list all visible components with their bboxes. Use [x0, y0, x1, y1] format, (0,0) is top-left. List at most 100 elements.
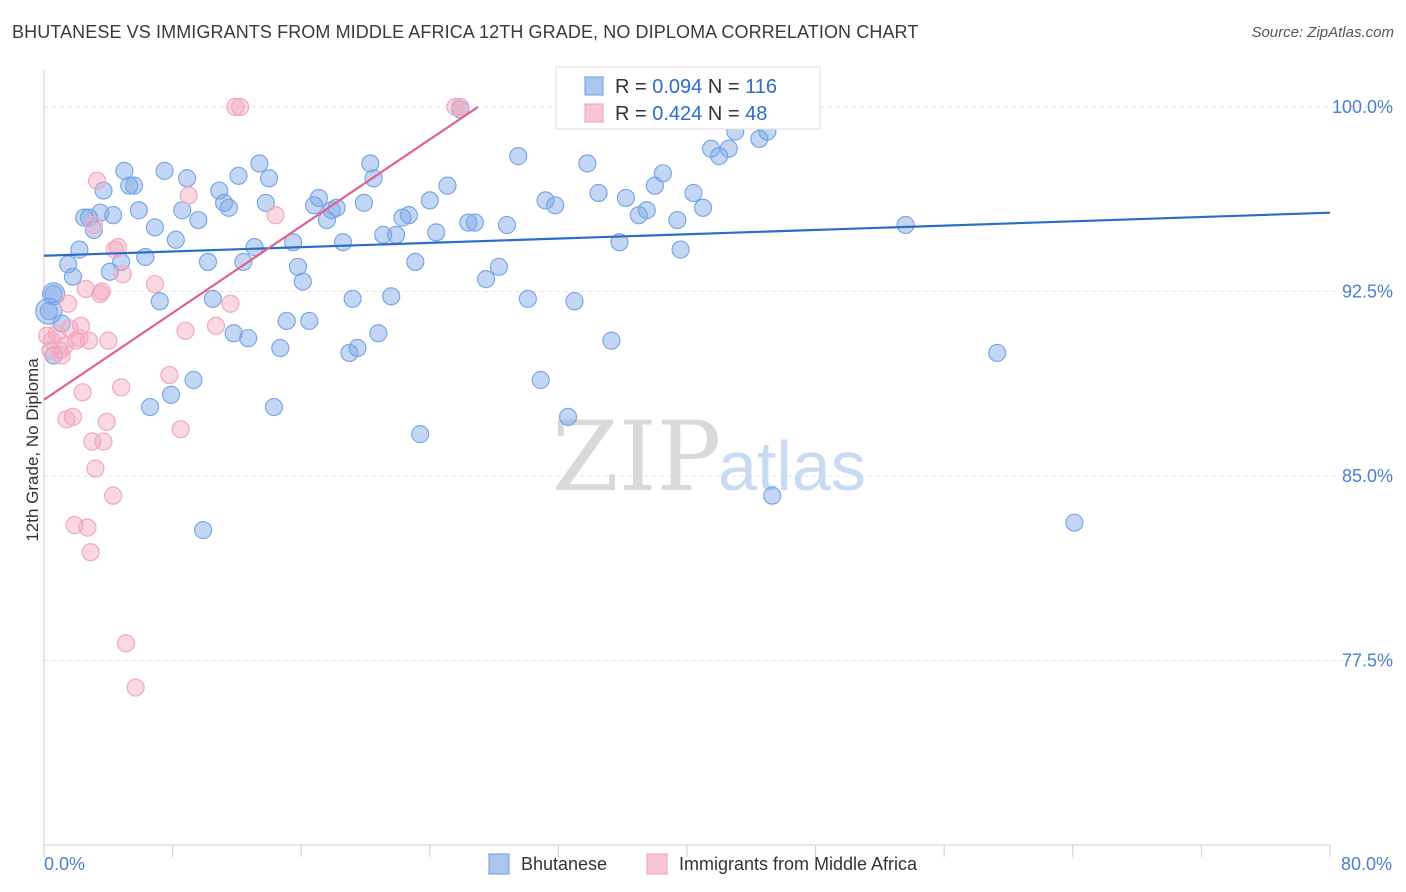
stat-r-label: R =: [615, 103, 652, 125]
data-point: [653, 164, 672, 183]
data-point: [684, 183, 703, 203]
data-point: [161, 385, 181, 404]
data-point: [231, 97, 250, 117]
x-tick-label-1: 80.0%: [1341, 854, 1392, 874]
data-point: [136, 247, 155, 267]
data-point: [536, 191, 555, 210]
y-tick-label-3: 77.5%: [1342, 650, 1393, 670]
data-point: [160, 365, 179, 385]
stat-n-label: N =: [702, 103, 745, 125]
data-point: [693, 198, 713, 217]
data-point: [497, 215, 517, 235]
data-point: [129, 201, 148, 220]
data-point: [399, 206, 419, 225]
data-point: [668, 210, 687, 230]
data-point: [438, 176, 457, 195]
data-point: [84, 220, 103, 240]
data-point: [166, 230, 185, 249]
data-point: [710, 147, 729, 166]
data-point: [446, 97, 465, 117]
data-point: [271, 338, 290, 358]
data-point: [348, 338, 367, 358]
data-point: [229, 166, 248, 185]
tick-labels: 100.0% 92.5% 85.0% 77.5% 0.0% 80.0%: [44, 97, 1393, 874]
series-0-points: [35, 97, 1084, 540]
stat-r-label: R =: [615, 76, 652, 98]
data-point: [145, 274, 165, 294]
axes: [43, 70, 1331, 857]
legend-label-1: Immigrants from Middle Africa: [679, 854, 918, 874]
data-point: [71, 316, 91, 335]
data-point: [602, 331, 621, 350]
data-point: [206, 316, 226, 335]
data-point: [610, 233, 629, 252]
data-point: [239, 329, 258, 348]
data-point: [250, 154, 269, 173]
data-point: [63, 267, 83, 286]
stat-n-value: 48: [745, 103, 767, 125]
data-point: [84, 215, 103, 235]
data-point: [94, 432, 113, 451]
data-point: [565, 292, 584, 311]
data-point: [55, 336, 74, 355]
stat-n-value: 116: [745, 76, 777, 98]
source-label: Source: ZipAtlas.com: [1251, 24, 1394, 41]
data-point: [226, 97, 245, 117]
data-point: [176, 321, 195, 340]
data-point: [637, 201, 656, 220]
data-point: [406, 252, 425, 272]
data-point: [420, 191, 439, 210]
data-point: [578, 154, 597, 173]
data-point: [194, 520, 213, 540]
data-point: [219, 198, 238, 217]
data-point: [300, 311, 319, 331]
legend-label-0: Bhutanese: [521, 854, 607, 874]
stats-swatch-0: [584, 76, 604, 96]
data-point: [115, 161, 134, 180]
data-point: [104, 206, 123, 225]
watermark-zip: ZIP: [552, 401, 721, 513]
data-point: [509, 147, 528, 166]
data-point: [221, 294, 240, 313]
data-point: [616, 188, 636, 208]
data-point: [97, 412, 116, 431]
data-point: [39, 302, 58, 321]
data-point: [264, 397, 283, 417]
trend-line-0: [43, 211, 1331, 257]
gridlines: [44, 106, 1395, 661]
data-point: [99, 331, 118, 350]
data-point: [86, 459, 105, 478]
x-tick-label-0: 0.0%: [44, 854, 85, 874]
data-point: [120, 176, 139, 195]
stat-r-value: 0.424: [652, 103, 702, 125]
data-point: [184, 370, 203, 390]
data-point: [386, 225, 406, 244]
data-point: [354, 193, 373, 212]
data-point: [108, 238, 128, 257]
data-point: [171, 420, 190, 439]
y-tick-label-1: 92.5%: [1342, 281, 1393, 301]
data-point: [382, 287, 401, 306]
data-point: [546, 196, 565, 215]
data-point: [177, 169, 197, 188]
watermark-atlas: atlas: [718, 427, 866, 505]
data-point: [343, 289, 362, 308]
data-point: [459, 213, 478, 232]
stats-row-1: R = 0.424 N = 48: [615, 103, 767, 125]
data-point: [245, 238, 264, 257]
data-point: [42, 282, 66, 306]
legend-swatch-1: [646, 853, 668, 875]
data-point: [112, 378, 131, 397]
data-point: [518, 289, 537, 308]
data-point: [317, 210, 337, 230]
data-point: [150, 292, 169, 311]
data-point: [333, 233, 353, 252]
data-point: [92, 282, 111, 301]
data-point: [719, 139, 738, 158]
data-point: [427, 223, 446, 242]
data-points: [35, 97, 1084, 697]
data-point: [451, 97, 470, 117]
data-point: [155, 161, 174, 180]
data-point: [87, 171, 107, 190]
